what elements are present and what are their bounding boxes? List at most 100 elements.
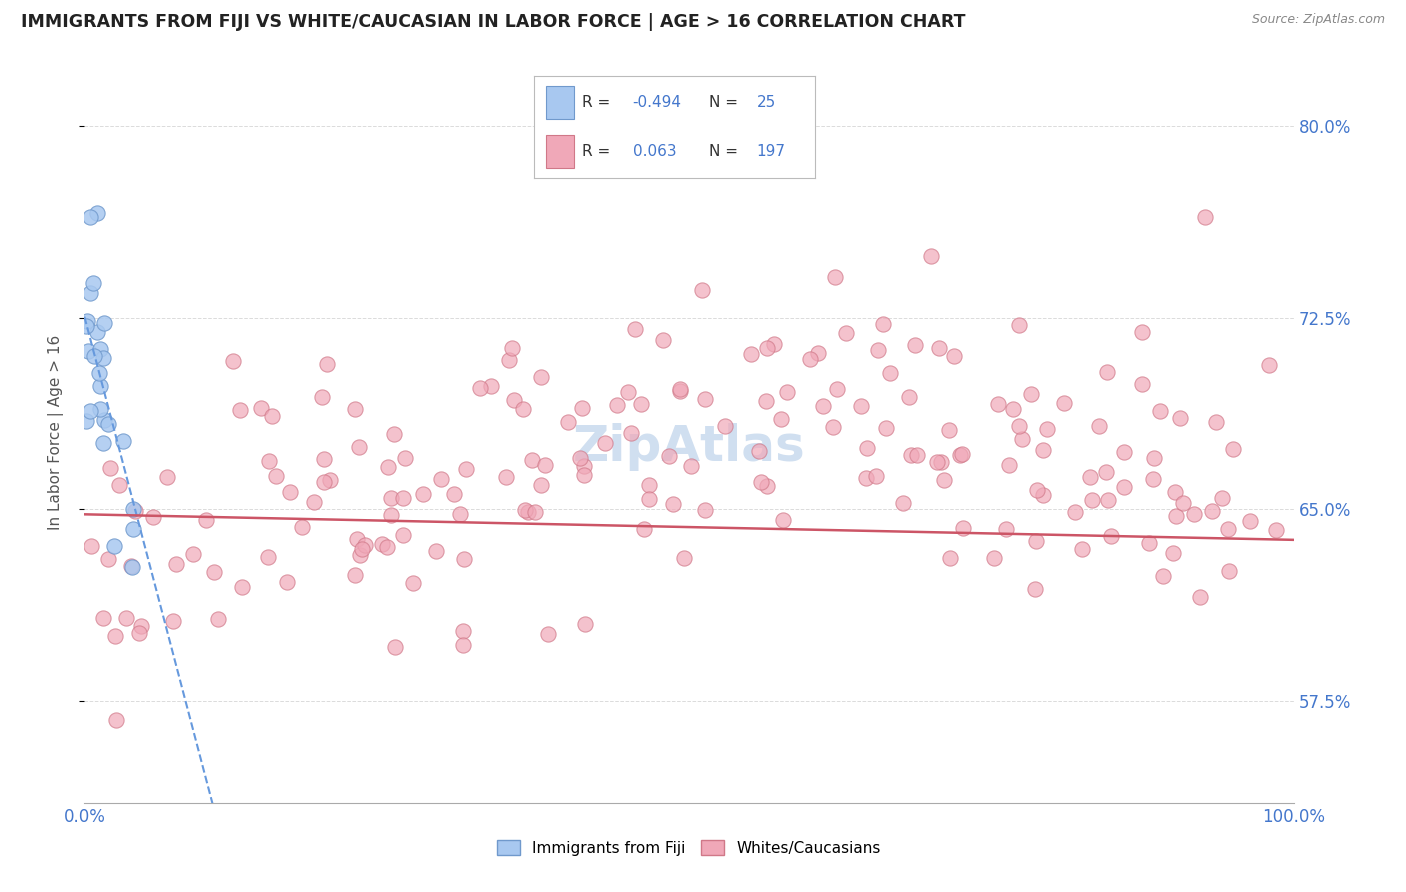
Point [290, 520, 312, 534]
Point [121, 522, 143, 536]
Point [1088, 418, 1111, 433]
Point [1078, 470, 1101, 484]
Point [498, 353, 520, 368]
Point [900, 448, 922, 462]
Point [128, 625, 150, 640]
Point [606, 398, 628, 412]
Point [669, 384, 692, 398]
Point [987, 397, 1010, 411]
Point [352, 542, 374, 557]
Text: Source: ZipAtlas.com: Source: ZipAtlas.com [1251, 13, 1385, 27]
Point [103, 540, 125, 554]
Point [851, 400, 873, 414]
Point [1164, 508, 1187, 523]
Point [93, 316, 115, 330]
Point [825, 382, 848, 396]
Point [749, 475, 772, 490]
Point [1161, 546, 1184, 560]
Point [75, 414, 97, 428]
Point [658, 449, 681, 463]
Point [425, 544, 447, 558]
Point [1002, 402, 1025, 417]
Point [772, 512, 794, 526]
Point [311, 390, 333, 404]
Point [872, 317, 894, 331]
Point [569, 450, 592, 465]
Point [769, 412, 792, 426]
Point [430, 472, 453, 486]
Point [1008, 419, 1031, 434]
Point [1205, 415, 1227, 429]
Point [349, 549, 371, 563]
Point [343, 568, 366, 582]
Point [638, 491, 661, 506]
Point [111, 434, 134, 448]
Point [468, 381, 491, 395]
Text: 25: 25 [756, 95, 776, 110]
Point [1094, 466, 1116, 480]
Point [994, 522, 1017, 536]
Point [927, 455, 949, 469]
Point [449, 508, 471, 522]
Point [1149, 404, 1171, 418]
Point [76, 344, 98, 359]
Point [574, 616, 596, 631]
Point [1071, 541, 1094, 556]
Point [412, 487, 434, 501]
Point [630, 396, 652, 410]
Point [377, 459, 399, 474]
Point [93, 412, 115, 426]
FancyBboxPatch shape [546, 136, 574, 168]
Point [79, 404, 101, 418]
Point [1032, 488, 1054, 502]
Point [934, 473, 956, 487]
Point [83, 349, 105, 363]
Point [679, 458, 702, 473]
Point [620, 425, 643, 440]
Point [451, 624, 474, 639]
Point [756, 341, 779, 355]
Point [662, 497, 685, 511]
Point [673, 551, 696, 566]
Point [952, 521, 974, 535]
Point [156, 470, 179, 484]
Point [380, 508, 402, 522]
Point [343, 402, 366, 417]
Point [875, 420, 897, 434]
Text: 0.063: 0.063 [633, 145, 676, 160]
Point [1182, 507, 1205, 521]
Point [950, 447, 973, 461]
Text: N =: N = [709, 95, 738, 110]
Point [142, 510, 165, 524]
Point [354, 538, 377, 552]
Point [1142, 472, 1164, 486]
Point [807, 345, 830, 359]
Point [89, 402, 111, 417]
Point [97, 417, 120, 431]
Point [479, 379, 502, 393]
Point [89, 379, 111, 393]
Point [278, 484, 301, 499]
Point [302, 494, 325, 508]
Point [1222, 442, 1244, 456]
Point [91, 435, 114, 450]
Point [1168, 410, 1191, 425]
Point [898, 390, 921, 404]
Point [260, 409, 283, 423]
Point [207, 612, 229, 626]
Point [1264, 523, 1286, 537]
Point [1024, 582, 1046, 596]
Point [856, 441, 879, 455]
Point [443, 487, 465, 501]
Point [513, 503, 536, 517]
Point [998, 458, 1021, 472]
Point [756, 479, 779, 493]
Point [382, 427, 405, 442]
Point [202, 566, 225, 580]
Text: -0.494: -0.494 [633, 95, 682, 110]
Point [1053, 395, 1076, 409]
Point [1201, 503, 1223, 517]
Point [762, 337, 785, 351]
Point [1189, 591, 1212, 605]
Point [866, 343, 889, 358]
